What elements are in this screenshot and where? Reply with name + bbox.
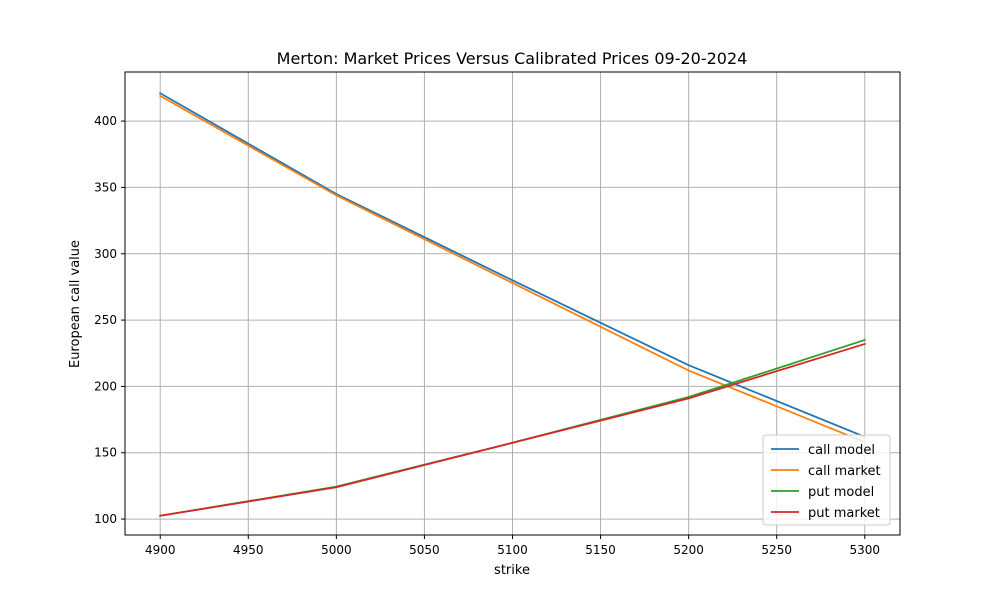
x-tick-label: 4900 (145, 543, 176, 557)
x-tick-label: 5100 (497, 543, 528, 557)
legend-box (762, 434, 891, 526)
y-tick-label: 300 (94, 247, 117, 261)
x-axis-label: strike (494, 563, 530, 578)
legend-label: call model (808, 443, 875, 458)
x-tick-label: 5300 (849, 543, 880, 557)
y-tick-label: 100 (94, 512, 117, 526)
y-tick-label: 350 (94, 180, 117, 194)
legend-label: put market (808, 506, 880, 521)
legend: call model call market put model put market (762, 434, 891, 526)
series-lines (158, 91, 866, 517)
y-axis-ticks: 100 150 200 250 300 350 400 (94, 114, 125, 526)
x-tick-label: 5150 (585, 543, 616, 557)
x-tick-label: 5050 (409, 543, 440, 557)
series-line-call-market (159, 94, 866, 444)
chart-title: Merton: Market Prices Versus Calibrated … (277, 49, 748, 68)
y-axis-label: European call value (68, 240, 83, 368)
y-tick-label: 150 (94, 446, 117, 460)
legend-label: put model (808, 485, 874, 500)
x-tick-label: 5250 (761, 543, 792, 557)
y-tick-label: 200 (94, 379, 117, 393)
y-tick-label: 250 (94, 313, 117, 327)
x-tick-label: 5200 (673, 543, 704, 557)
y-tick-label: 400 (94, 114, 117, 128)
series-line-call-model (158, 91, 866, 439)
x-axis-ticks: 4900 4950 5000 5050 5100 5150 5200 5250 5300 (145, 535, 880, 557)
x-tick-label: 5000 (321, 543, 352, 557)
legend-label: call market (808, 464, 881, 479)
series-line-put-market (159, 342, 866, 517)
x-tick-label: 4950 (233, 543, 264, 557)
